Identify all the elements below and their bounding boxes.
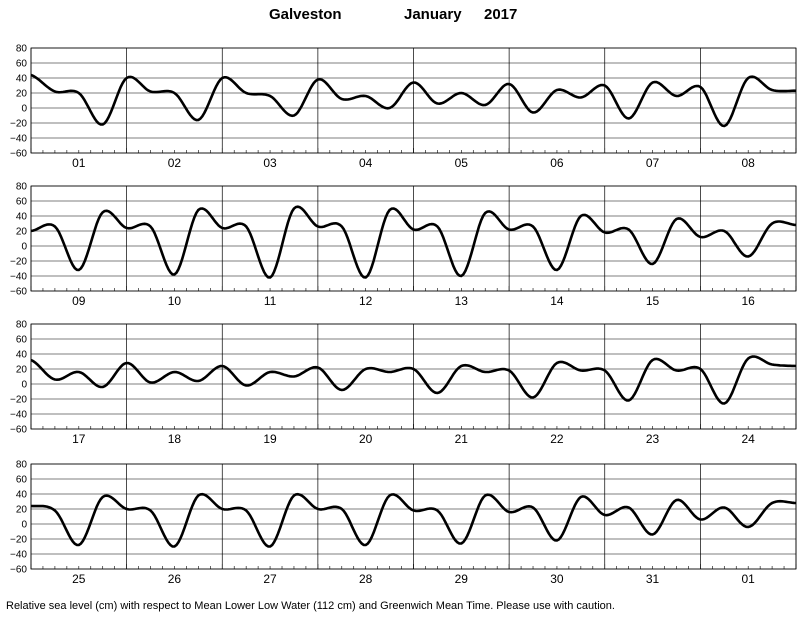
day-label: 25 [72, 572, 86, 586]
y-tick-label: 40 [16, 74, 28, 85]
day-label: 31 [646, 572, 660, 586]
y-tick-label: 0 [21, 520, 27, 531]
day-label: 16 [742, 294, 756, 308]
y-tick-label: 60 [16, 197, 28, 208]
day-label: 22 [550, 432, 564, 446]
day-label: 30 [550, 572, 564, 586]
y-tick-label: 80 [16, 460, 28, 471]
y-tick-label: −20 [10, 257, 27, 268]
y-tick-label: −60 [10, 565, 27, 576]
y-tick-label: −20 [10, 395, 27, 406]
y-tick-label: 0 [21, 242, 27, 253]
y-tick-label: 60 [16, 59, 28, 70]
tide-curve [30, 73, 797, 128]
day-label: 24 [742, 432, 756, 446]
y-tick-label: 0 [21, 104, 27, 115]
y-tick-label: 20 [16, 227, 28, 238]
day-label: 06 [550, 156, 564, 170]
y-tick-label: 20 [16, 505, 28, 516]
day-label: 02 [168, 156, 182, 170]
y-tick-label: 40 [16, 350, 28, 361]
panel-frame [30, 185, 797, 292]
y-tick-label: −20 [10, 535, 27, 546]
y-tick-label: 60 [16, 335, 28, 346]
y-tick-label: 20 [16, 365, 28, 376]
day-label: 21 [455, 432, 469, 446]
day-label: 01 [742, 572, 756, 586]
day-label: 29 [455, 572, 469, 586]
y-tick-label: −40 [10, 134, 27, 145]
y-tick-label: 60 [16, 475, 28, 486]
y-tick-label: −40 [10, 410, 27, 421]
day-label: 15 [646, 294, 660, 308]
y-tick-label: −20 [10, 119, 27, 130]
panel-frame [30, 323, 797, 430]
y-tick-label: −60 [10, 287, 27, 298]
day-label: 11 [264, 294, 277, 308]
y-tick-label: 80 [16, 182, 28, 193]
y-tick-label: 20 [16, 89, 28, 100]
day-label: 23 [646, 432, 660, 446]
y-tick-label: −60 [10, 149, 27, 160]
tide-curve [30, 492, 797, 548]
chart-title: Galveston January 2017 [0, 6, 800, 28]
day-label: 26 [168, 572, 182, 586]
day-label: 19 [263, 432, 277, 446]
station-name: Galveston [269, 6, 342, 23]
day-label: 12 [359, 294, 373, 308]
y-tick-label: −40 [10, 550, 27, 561]
day-label: 10 [168, 294, 182, 308]
panel-frame [30, 463, 797, 570]
day-label: 17 [72, 432, 86, 446]
day-label: 03 [263, 156, 277, 170]
title-year: 2017 [484, 6, 518, 23]
day-label: 13 [455, 294, 469, 308]
day-label: 09 [72, 294, 86, 308]
y-tick-label: 80 [16, 44, 28, 55]
day-label: 07 [646, 156, 660, 170]
title-month: January [404, 6, 462, 23]
day-label: 28 [359, 572, 373, 586]
panel-frame [30, 47, 797, 154]
y-tick-label: −40 [10, 272, 27, 283]
y-tick-label: 40 [16, 212, 28, 223]
tide-curve [30, 355, 797, 405]
y-tick-label: 80 [16, 320, 28, 331]
day-label: 08 [742, 156, 756, 170]
day-label: 18 [168, 432, 182, 446]
day-label: 27 [263, 572, 277, 586]
day-label: 01 [72, 156, 86, 170]
y-tick-label: 0 [21, 380, 27, 391]
day-label: 14 [550, 294, 564, 308]
y-tick-label: 40 [16, 490, 28, 501]
day-label: 20 [359, 432, 373, 446]
day-label: 04 [359, 156, 373, 170]
footnote: Relative sea level (cm) with respect to … [6, 600, 615, 612]
y-tick-label: −60 [10, 425, 27, 436]
day-label: 05 [455, 156, 469, 170]
tide-curve [30, 205, 797, 279]
